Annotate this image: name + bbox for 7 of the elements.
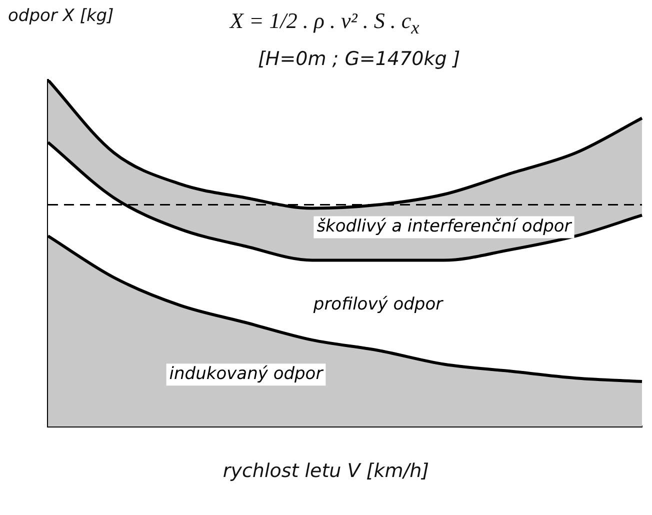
chart-subtitle: [H=0m ; G=1470kg ]: [258, 48, 460, 70]
y-axis-title: odpor X [kg]: [8, 6, 114, 26]
chart-title: X = 1/2 . ρ . v² . S . c$_{x}$: [230, 8, 420, 38]
series-label: indukovaný odpor: [169, 364, 324, 384]
series-label: profilový odpor: [312, 294, 444, 315]
x-axis-title: rychlost letu V [km/h]: [222, 460, 430, 482]
series-label: škodlivý a interferenční odpor: [316, 216, 572, 237]
